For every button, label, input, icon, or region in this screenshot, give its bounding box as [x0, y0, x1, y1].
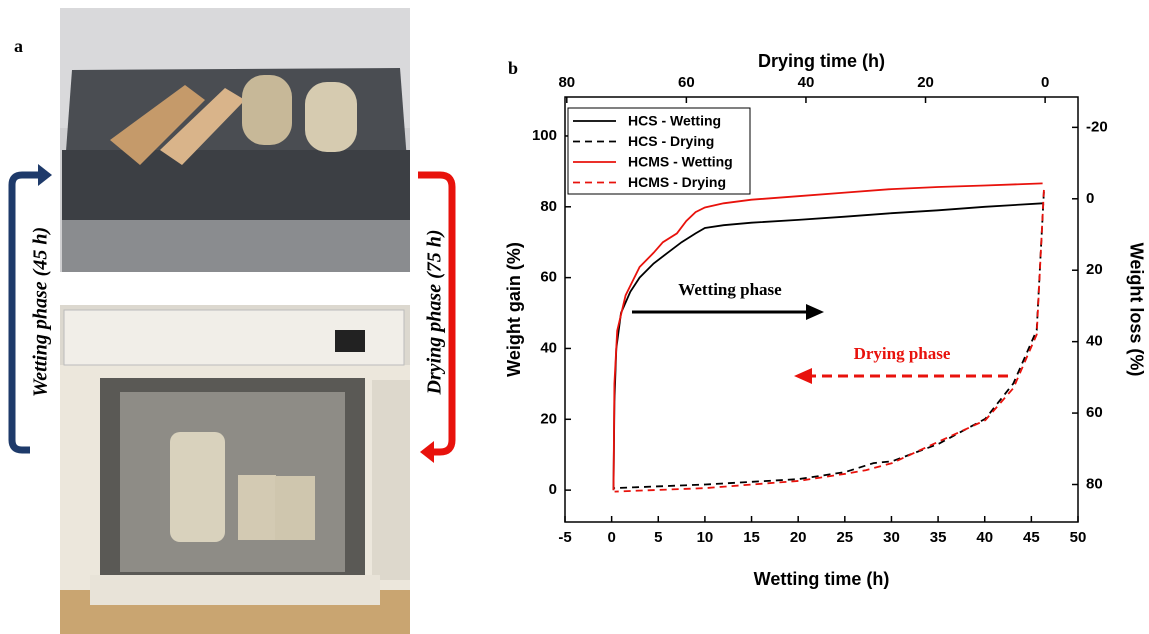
x-axis-label: Wetting time (h) — [754, 569, 890, 589]
y-tick-label: 20 — [540, 410, 557, 427]
x-tick-label: 50 — [1070, 529, 1087, 546]
plot-frame — [564, 96, 1079, 523]
x-tick-label: 25 — [836, 529, 853, 546]
legend-label: HCMS - Wetting — [628, 154, 733, 170]
y-tick-label: 100 — [532, 127, 557, 144]
y2-tick-label: 0 — [1086, 190, 1094, 207]
x-tick-label: 30 — [883, 529, 900, 546]
x2-tick-label: 40 — [798, 74, 815, 91]
y-tick-label: 60 — [540, 269, 557, 286]
wetting-phase-label: Wetting phase (45 h) — [30, 227, 52, 397]
y2-tick-label: 80 — [1086, 475, 1103, 492]
photo-oven — [60, 305, 410, 634]
panel-label: a — [14, 36, 23, 56]
x-tick-label: 20 — [790, 529, 807, 546]
y2-tick-label: 40 — [1086, 333, 1103, 350]
y-tick-label: 0 — [549, 481, 557, 498]
series-line — [614, 191, 1045, 489]
annotation: Drying phase — [854, 344, 951, 363]
series-line — [614, 189, 1045, 493]
y-tick-label: 80 — [540, 198, 557, 215]
drying-arrow — [418, 171, 456, 456]
x2-tick-label: 60 — [678, 74, 695, 91]
x2-axis-label: Drying time (h) — [758, 51, 885, 71]
legend-label: HCMS - Drying — [628, 174, 726, 190]
x-tick-label: 10 — [697, 529, 714, 546]
panel-label: b — [508, 58, 518, 78]
y-axis-label: Weight gain (%) — [504, 242, 524, 377]
series-line — [612, 202, 1043, 491]
x2-tick-label: 80 — [558, 74, 575, 91]
arrow-head — [420, 441, 434, 463]
annotation-arrow-head — [794, 368, 812, 384]
y2-tick-label: 60 — [1086, 404, 1103, 421]
x-tick-label: 40 — [976, 529, 993, 546]
x2-tick-label: 0 — [1041, 74, 1049, 91]
x-tick-label: 35 — [930, 529, 947, 546]
annotation: Wetting phase — [678, 280, 782, 299]
legend-label: HCS - Wetting — [628, 113, 721, 129]
legend-label: HCS - Drying — [628, 133, 714, 149]
x2-tick-label: 20 — [917, 74, 934, 91]
arrow-head — [38, 164, 52, 186]
x-tick-label: 15 — [743, 529, 760, 546]
x-tick-label: 5 — [654, 529, 662, 546]
wetting-arrow — [8, 171, 40, 454]
y2-axis-label: Weight loss (%) — [1126, 243, 1146, 377]
chart: -5 0 5 10 15 20 25 30 35 40 45 50 0 20 40 60 80 100 80 60 40… — [504, 51, 1147, 589]
x-tick-label: 0 — [607, 529, 615, 546]
photo-tray — [60, 8, 410, 272]
drying-phase-label: Drying phase (75 h) — [424, 229, 446, 395]
y2-tick-label: -20 — [1086, 118, 1108, 135]
series-line — [612, 182, 1043, 491]
x-tick-label: 45 — [1023, 529, 1040, 546]
annotation-arrow-head — [806, 304, 824, 320]
y2-tick-label: 20 — [1086, 261, 1103, 278]
x-tick-label: -5 — [558, 529, 571, 546]
legend-box — [567, 107, 751, 195]
y-tick-label: 40 — [540, 339, 557, 356]
